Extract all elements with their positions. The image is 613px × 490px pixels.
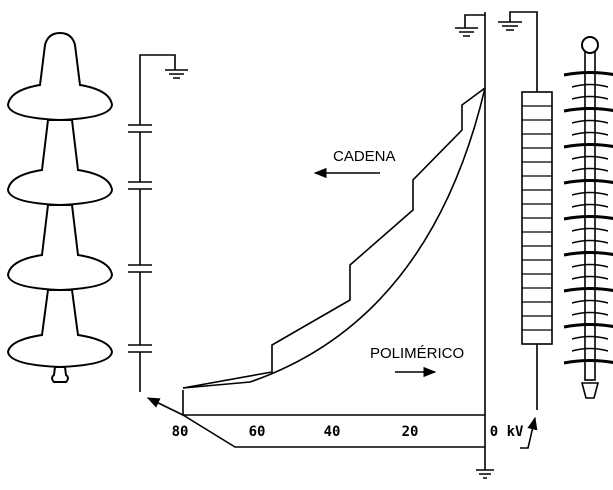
shed (571, 119, 609, 124)
shed (571, 347, 609, 352)
voltage-curves (182, 87, 486, 389)
tick-label: 80 (172, 424, 189, 440)
tick-label: 0 (490, 424, 498, 440)
axes (146, 12, 538, 479)
shed (563, 143, 613, 149)
polymeric-label: POLIMÉRICO (370, 345, 464, 362)
shed (563, 71, 613, 77)
shed (571, 83, 609, 88)
shed (571, 167, 609, 172)
shed (571, 131, 609, 136)
tick-label: 60 (249, 424, 266, 440)
shed (571, 263, 609, 268)
shed (563, 359, 613, 365)
capacitor-column (128, 54, 188, 392)
shed (571, 239, 609, 244)
shed (571, 95, 609, 100)
axis-ticks: 80 60 40 20 0 kV (172, 424, 524, 440)
shed (571, 299, 609, 304)
shed (571, 227, 609, 232)
grading-rod (498, 11, 553, 410)
shed (563, 251, 613, 257)
shed (563, 215, 613, 221)
tick-label: 20 (402, 424, 419, 440)
shed (571, 155, 609, 160)
shed (563, 179, 613, 185)
chain-label: CADENA (333, 148, 396, 165)
polymeric-insulator (563, 36, 613, 399)
shed (571, 275, 609, 280)
shed (571, 311, 609, 316)
unit-label: kV (507, 424, 524, 440)
shed (563, 323, 613, 329)
shed (563, 107, 613, 113)
shed (571, 335, 609, 340)
shed (563, 287, 613, 293)
disc-insulator-chain (6, 31, 114, 383)
tick-label: 40 (324, 424, 341, 440)
shed (571, 203, 609, 208)
shed (571, 191, 609, 196)
